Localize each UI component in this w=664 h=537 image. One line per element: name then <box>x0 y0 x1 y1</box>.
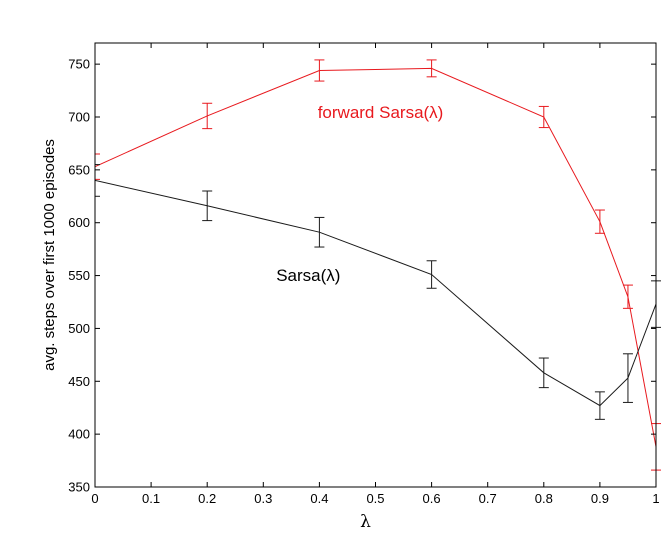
x-tick-label: 0.9 <box>591 491 609 506</box>
error-bar <box>426 260 437 289</box>
y-tick-label: 700 <box>68 110 90 125</box>
y-tick-label: 450 <box>68 374 90 389</box>
y-tick-label: 750 <box>68 57 90 72</box>
y-tick-label: 350 <box>68 480 90 495</box>
x-tick-label: 1 <box>652 491 659 506</box>
y-tick-label: 400 <box>68 427 90 442</box>
error-bar <box>95 164 100 197</box>
error-bar <box>95 153 100 180</box>
x-tick-label: 0.5 <box>366 491 384 506</box>
error-bar <box>314 216 325 248</box>
series-forward-sarsa <box>95 59 661 471</box>
series-line <box>95 67 657 447</box>
y-tick-label: 500 <box>68 321 90 336</box>
error-bar <box>622 284 633 309</box>
x-tick-label: 0.1 <box>142 491 160 506</box>
x-tick-label: 0.4 <box>310 491 328 506</box>
x-tick-label: 0.6 <box>423 491 441 506</box>
y-tick-label: 550 <box>68 268 90 283</box>
series-line <box>95 179 657 407</box>
annotations: forward Sarsa(λ) Sarsa(λ) <box>276 103 443 285</box>
error-bar <box>314 59 325 82</box>
forward-sarsa-annotation: forward Sarsa(λ) <box>318 103 444 122</box>
x-axis-label: λ <box>360 512 371 532</box>
error-bar <box>622 353 633 403</box>
error-bar <box>538 105 549 129</box>
x-tick-label: 0.3 <box>254 491 272 506</box>
y-tick-label: 650 <box>68 162 90 177</box>
series-sarsa <box>95 164 661 420</box>
error-bar <box>538 357 549 389</box>
x-tick-label: 0.8 <box>535 491 553 506</box>
x-tick-label: 0 <box>91 491 98 506</box>
error-bar <box>594 391 605 420</box>
error-bar <box>202 102 213 130</box>
error-bar <box>426 59 437 78</box>
y-tick-label: 600 <box>68 215 90 230</box>
error-bar <box>594 209 605 234</box>
x-tick-label: 0.7 <box>479 491 497 506</box>
series-layer <box>95 59 661 471</box>
x-tick-label: 0.2 <box>198 491 216 506</box>
sarsa-annotation: Sarsa(λ) <box>276 266 340 285</box>
y-axis-label: avg. steps over first 1000 episodes <box>41 139 58 371</box>
error-bar <box>202 190 213 222</box>
ticks-layer: 0 0.1 0.2 0.3 0.4 0.5 0.6 0.7 0.8 0.9 1 350 400 450 50… <box>68 43 660 506</box>
